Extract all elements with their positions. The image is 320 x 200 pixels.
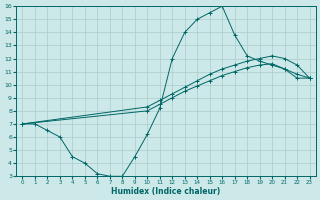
X-axis label: Humidex (Indice chaleur): Humidex (Indice chaleur) <box>111 187 221 196</box>
